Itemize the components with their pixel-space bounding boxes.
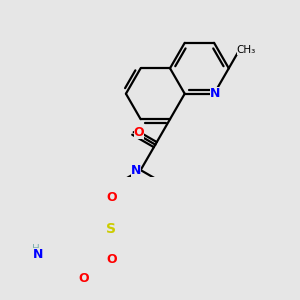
Text: O: O [106,191,117,205]
Text: O: O [79,272,89,285]
Text: CH₃: CH₃ [237,46,256,56]
Text: S: S [106,222,116,236]
Text: H: H [32,244,40,254]
Text: O: O [106,253,117,266]
Text: N: N [131,164,141,177]
Text: N: N [210,87,221,100]
Text: N: N [33,248,43,261]
Text: O: O [134,126,144,139]
